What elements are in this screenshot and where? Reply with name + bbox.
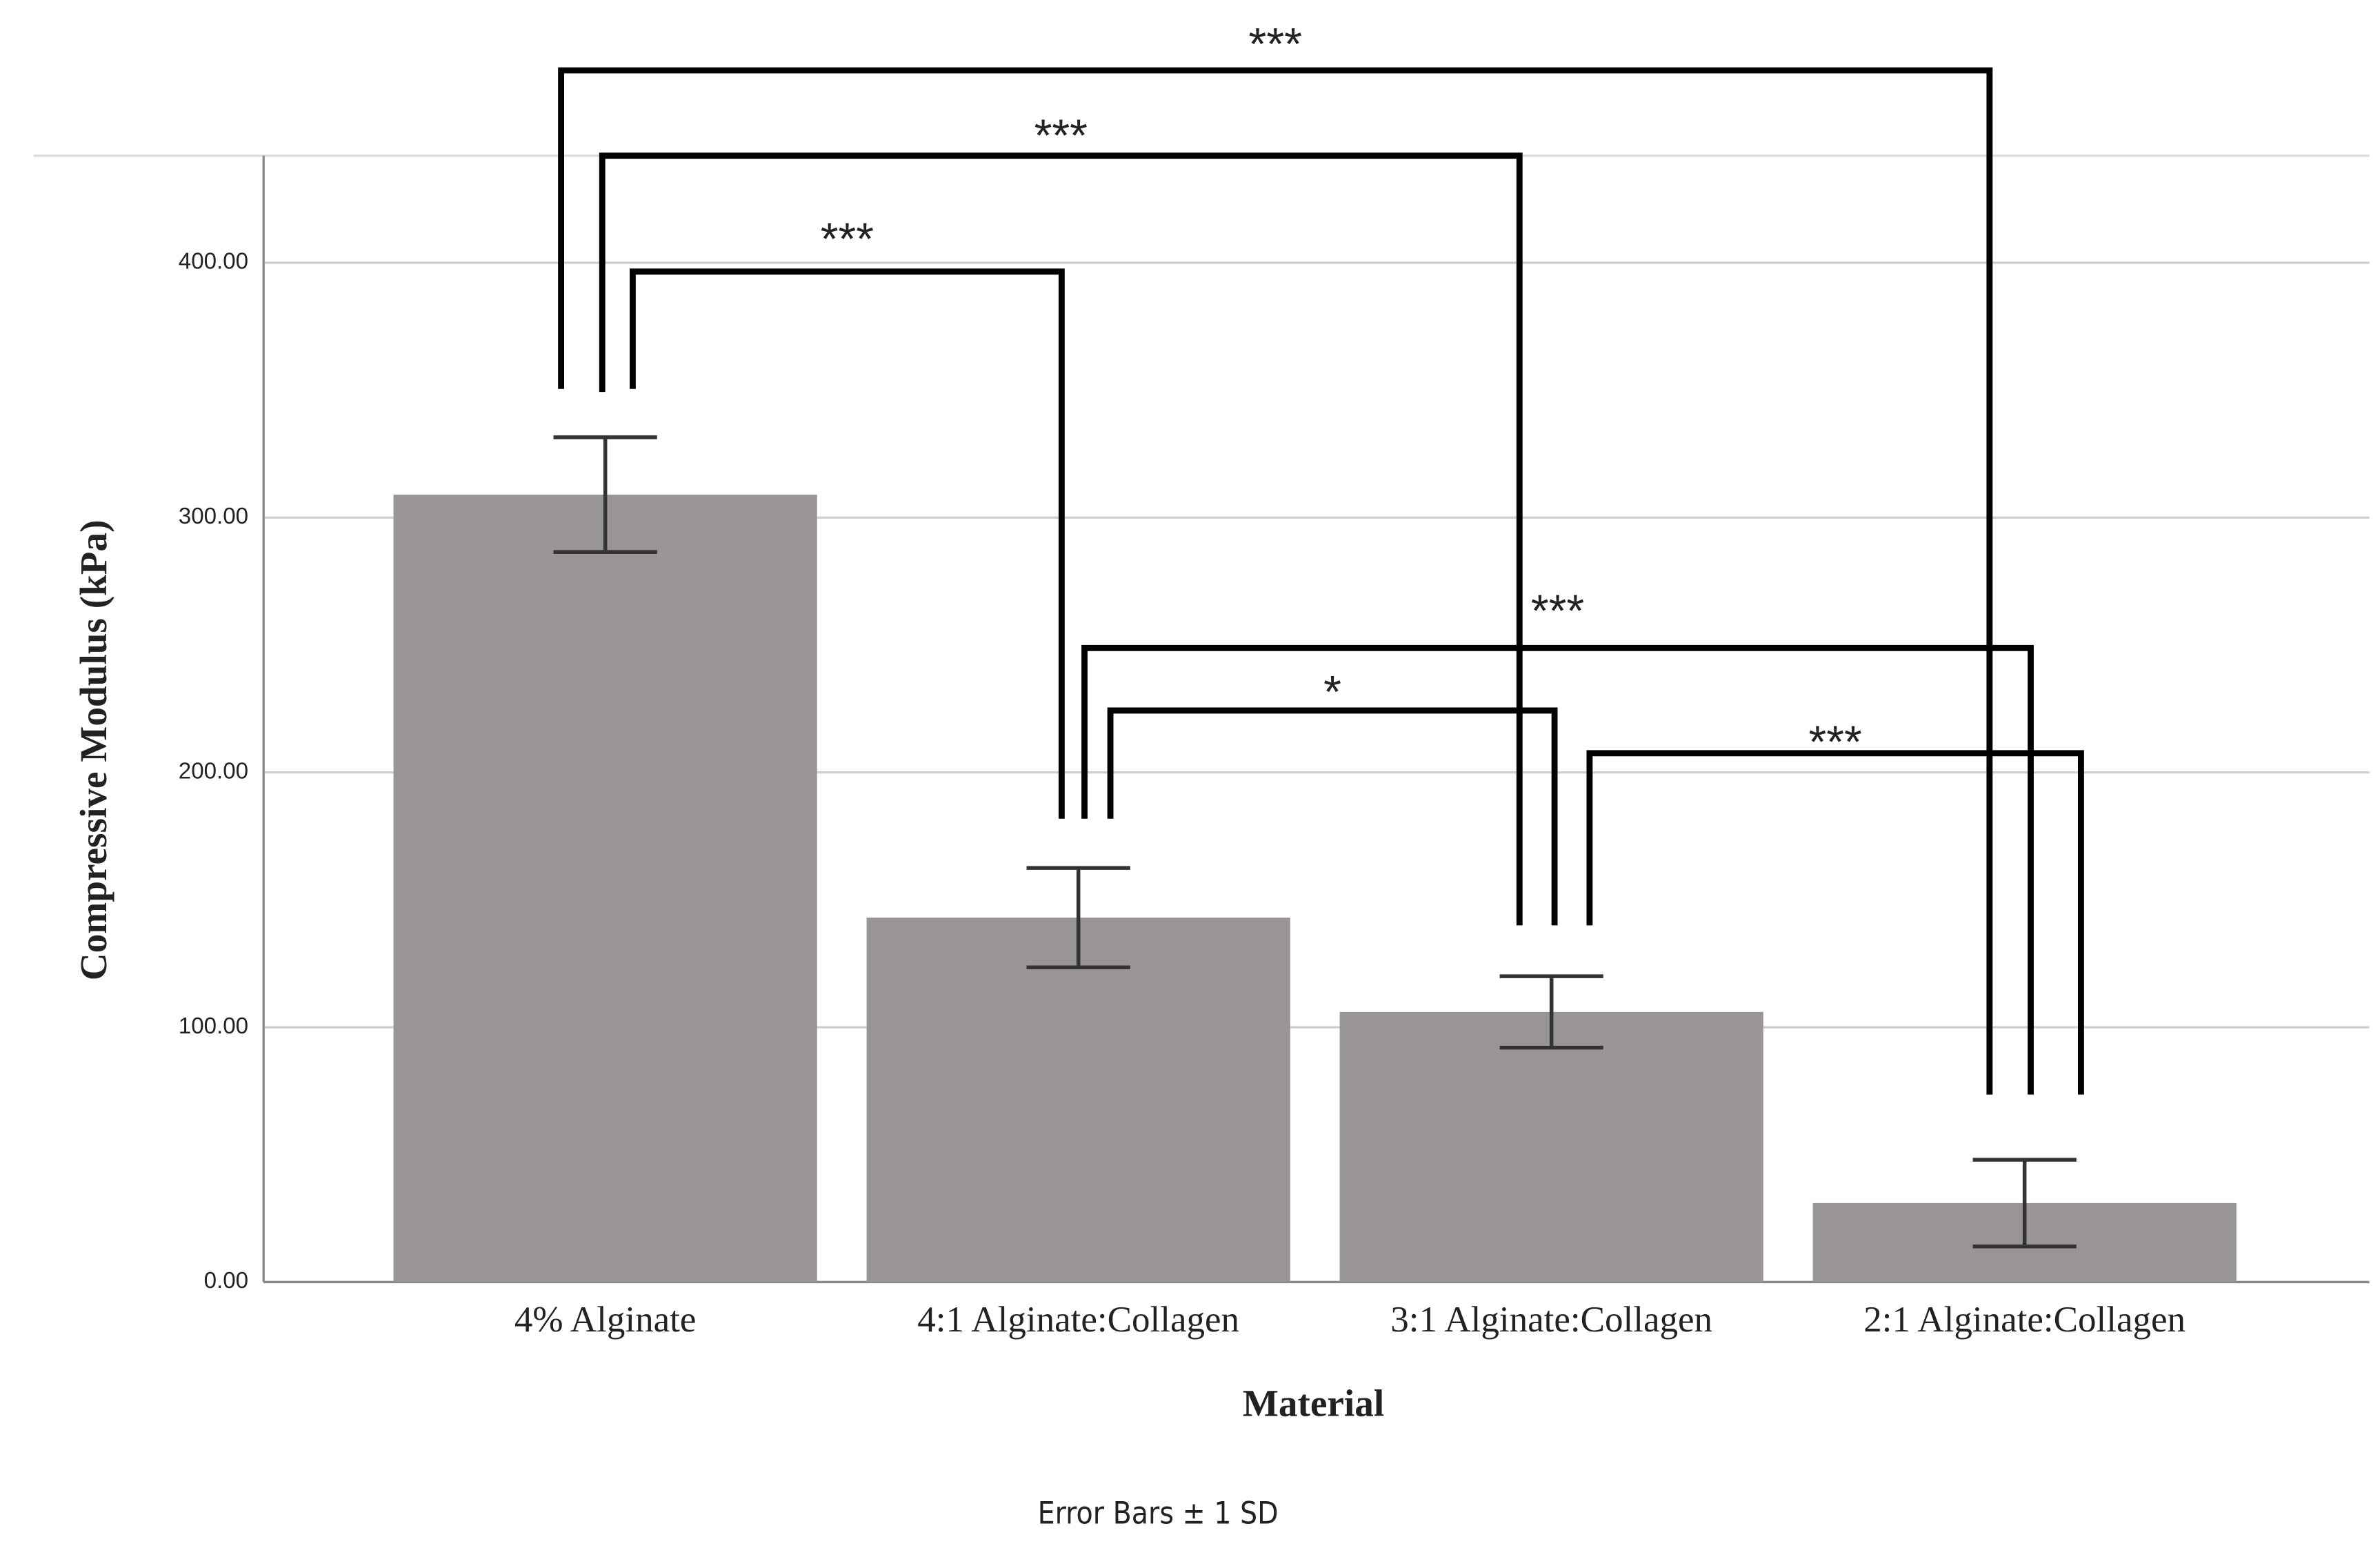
error-bar: [1499, 974, 1603, 1050]
x-axis-title: Material: [1243, 1382, 1384, 1424]
y-tick-label: 400.00: [179, 249, 248, 275]
x-tick-label: 2:1 Alginate:Collagen: [1863, 1300, 2186, 1340]
significance-label: ***: [821, 214, 874, 265]
y-axis-title: Compressive Modulus (kPa): [72, 519, 114, 980]
y-tick-label: 200.00: [179, 758, 248, 784]
significance-bracket: [1107, 707, 1558, 926]
footnote: Error Bars ± 1 SD: [1038, 1496, 1279, 1531]
bar: [393, 495, 817, 1282]
x-tick-label: 3:1 Alginate:Collagen: [1390, 1300, 1712, 1340]
significance-bracket: [599, 152, 1523, 926]
significance-bracket: [558, 67, 1993, 1095]
y-tick-label: 300.00: [179, 504, 248, 529]
significance-label: *: [1323, 666, 1341, 717]
significance-bracket: [630, 268, 1065, 819]
significance-label: ***: [1808, 717, 1861, 768]
significance-label: ***: [1531, 586, 1584, 637]
significance-label: ***: [1034, 110, 1088, 161]
significance-label: ***: [1249, 19, 1302, 70]
error-bar: [1972, 1158, 2077, 1249]
y-tick-label: 0.00: [204, 1268, 248, 1294]
error-bar: [1026, 866, 1130, 969]
x-tick-label: 4% Alginate: [514, 1300, 697, 1340]
x-tick-label: 4:1 Alginate:Collagen: [917, 1300, 1239, 1340]
bar: [1339, 1011, 1763, 1282]
significance-bracket: [1586, 750, 2084, 1095]
significance-bracket: [1081, 644, 2034, 1095]
y-tick-label: 100.00: [179, 1013, 248, 1039]
error-bar: [553, 435, 657, 554]
bar: [866, 918, 1290, 1282]
